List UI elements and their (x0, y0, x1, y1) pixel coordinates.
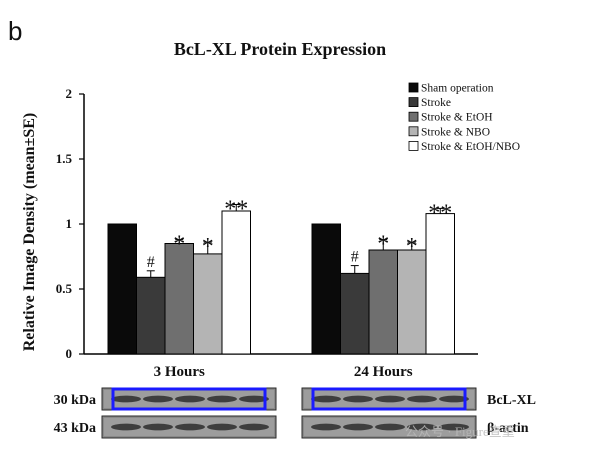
legend-swatch (408, 97, 419, 107)
chart-legend: Sham operation Stroke Stroke & EtOH Stroke … (408, 82, 520, 153)
watermark: 公众号 · Figure查重 (405, 424, 515, 439)
bar (107, 223, 137, 355)
western-blots: 30 kDa BcL-XL 43 kDa β-actin (54, 387, 536, 439)
legend-swatch (408, 140, 419, 151)
legend-swatch (408, 82, 419, 93)
bar (340, 272, 370, 355)
bar (311, 223, 341, 355)
blot-band (311, 395, 341, 403)
y-tick-label: 1 (66, 216, 73, 231)
blot-band (375, 395, 405, 403)
bar (136, 276, 166, 355)
significance-mark: ** (428, 200, 452, 226)
bar (221, 210, 251, 355)
chart-title: BcL-XL Protein Expression (174, 39, 386, 59)
significance-mark: * (202, 234, 214, 260)
significance-mark: # (147, 254, 155, 271)
x-category-label: 3 Hours (154, 364, 205, 380)
x-category-label: 24 Hours (354, 364, 413, 380)
blot-band (439, 395, 469, 403)
bar (164, 243, 194, 355)
blot-highlight-box (111, 387, 267, 411)
significance-mark: ** (224, 197, 248, 223)
significance-mark: # (351, 249, 359, 266)
bar (397, 249, 427, 355)
blot-band (111, 423, 141, 431)
legend-label: Sham operation (421, 83, 494, 95)
blot-kda-label: 30 kDa (54, 393, 96, 408)
legend-swatch (408, 111, 419, 122)
blot-band (111, 395, 141, 403)
chart-bars: #* ***3 Hours# * ***24 Hours (107, 197, 455, 380)
blot-band (407, 423, 437, 431)
y-axis-label: Relative Image Density (mean±SE) (21, 113, 38, 352)
blot-band (175, 423, 205, 431)
y-tick-label: 0 (66, 346, 73, 361)
legend-label: Stroke (421, 97, 451, 109)
y-tick-label: 1.5 (56, 151, 73, 166)
blot-band (239, 423, 269, 431)
legend-label: Stroke & EtOH (421, 112, 493, 124)
blot-band (207, 423, 237, 431)
blot-kda-label: 43 kDa (54, 421, 96, 436)
blot-band (207, 395, 237, 403)
blot-band (439, 423, 469, 431)
blot-band (143, 395, 173, 403)
y-tick-label: 2 (66, 86, 73, 101)
panel-label: b (8, 16, 22, 46)
y-tick-label: 0.5 (56, 281, 73, 296)
bar (368, 249, 398, 355)
blot-band (343, 423, 373, 431)
bar (193, 253, 223, 355)
blot-band (239, 395, 269, 403)
blot-band (143, 423, 173, 431)
legend-label: Stroke & NBO (421, 126, 490, 138)
significance-mark: * (406, 234, 418, 260)
bar (425, 213, 455, 355)
legend-label: Stroke & EtOH/NBO (421, 141, 520, 153)
blot-band (343, 395, 373, 403)
blot-band (375, 423, 405, 431)
blot-band (175, 395, 205, 403)
blot-highlight-box (311, 387, 467, 411)
legend-swatch (408, 126, 419, 137)
blot-band (407, 395, 437, 403)
blot-protein-label: BcL-XL (487, 393, 536, 408)
significance-mark: * (173, 232, 185, 258)
blot-protein-label: β-actin (487, 421, 529, 436)
significance-mark: * (377, 232, 389, 258)
blot-band (311, 423, 341, 431)
